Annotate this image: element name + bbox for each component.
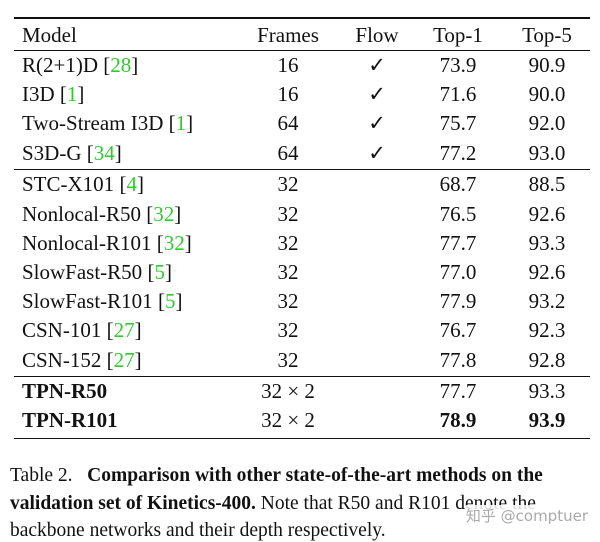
citation: 27 — [107, 348, 142, 372]
top1-cell: 75.7 — [439, 111, 477, 136]
model-cell: Nonlocal-R101 32 — [22, 231, 192, 255]
frames-cell: 64 — [277, 140, 299, 165]
citation: 5 — [158, 289, 183, 313]
citation: 1 — [60, 82, 85, 106]
citation-number: 32 — [153, 201, 175, 226]
header-cell: Model — [22, 23, 77, 47]
frames-cell: 32 — [277, 230, 299, 255]
citation: 34 — [87, 141, 122, 165]
watermark: 知乎 @comptuer — [465, 505, 588, 526]
top1-cell: 73.9 — [439, 53, 477, 77]
header-cell: Top-5 — [522, 23, 572, 47]
rule — [14, 50, 590, 51]
top1-cell: 78.9 — [439, 408, 477, 433]
citation-number: 5 — [164, 289, 176, 314]
top5-cell: 90.0 — [528, 82, 566, 107]
model-cell: CSN-101 27 — [22, 318, 142, 342]
citation-number: 5 — [154, 259, 165, 284]
top5-cell: 93.9 — [528, 408, 566, 433]
citation-number: 34 — [93, 140, 115, 165]
citation-number: 1 — [66, 82, 78, 107]
citation: 1 — [169, 111, 194, 135]
frames-cell: 16 — [277, 82, 299, 107]
rule — [14, 17, 590, 19]
top5-cell: 92.6 — [528, 201, 566, 226]
top5-cell: 92.3 — [528, 318, 566, 343]
model-cell: I3D 1 — [22, 82, 84, 106]
model-cell: CSN-152 27 — [22, 348, 142, 372]
top1-cell: 77.7 — [439, 379, 477, 404]
citation-number: 4 — [126, 172, 137, 197]
citation-number: 27 — [113, 318, 135, 343]
header-cell: Frames — [257, 23, 319, 47]
model-cell: SlowFast-R101 5 — [22, 289, 182, 313]
top1-cell: 76.7 — [439, 318, 477, 343]
rule — [14, 375, 590, 377]
citation-number: 27 — [113, 347, 135, 372]
top1-cell: 76.5 — [439, 201, 477, 226]
model-cell: Nonlocal-R50 32 — [22, 202, 181, 226]
citation-number: 28 — [110, 53, 132, 77]
caption: Table 2. Comparison with other state-of-… — [10, 462, 600, 542]
top5-cell: 93.3 — [528, 379, 566, 404]
frames-cell: 32 × 2 — [261, 408, 315, 433]
rule — [14, 168, 590, 170]
top1-cell: 77.8 — [439, 347, 477, 372]
model-cell: R(2+1)D 28 — [22, 53, 138, 77]
citation-number: 32 — [163, 230, 185, 255]
frames-cell: 32 — [277, 347, 299, 372]
top5-cell: 92.8 — [528, 347, 566, 372]
top5-cell: 93.2 — [528, 289, 566, 314]
model-cell: TPN-R50 — [22, 379, 108, 404]
frames-cell: 32 — [277, 289, 299, 314]
citation: 32 — [157, 231, 192, 255]
header-cell: Top-1 — [433, 23, 483, 47]
flow-cell: ✓ — [368, 53, 386, 77]
rule — [14, 437, 590, 440]
flow-cell: ✓ — [368, 82, 386, 107]
top1-cell: 68.7 — [439, 172, 477, 197]
frames-cell: 32 × 2 — [261, 379, 315, 404]
top5-cell: 92.6 — [528, 259, 566, 284]
top1-cell: 77.2 — [439, 140, 477, 165]
top1-cell: 77.0 — [439, 259, 477, 284]
frames-cell: 64 — [277, 111, 299, 136]
header-cell: Flow — [355, 23, 399, 47]
flow-cell: ✓ — [368, 111, 386, 136]
model-cell: S3D-G 34 — [22, 141, 122, 165]
frames-cell: 32 — [277, 318, 299, 343]
top5-cell: 93.3 — [528, 230, 566, 255]
top1-cell: 77.7 — [439, 230, 477, 255]
top1-cell: 77.9 — [439, 289, 477, 314]
frames-cell: 16 — [277, 53, 299, 77]
citation: 27 — [107, 318, 142, 342]
top5-cell: 92.0 — [528, 111, 566, 136]
model-cell: SlowFast-R50 5 — [22, 260, 172, 284]
citation: 32 — [146, 202, 181, 226]
citation: 28 — [103, 53, 138, 77]
model-cell: STC-X101 4 — [22, 172, 144, 196]
caption-bold: Comparison with other state-of-the-art m… — [10, 465, 543, 514]
model-cell: TPN-R101 — [22, 408, 118, 433]
top5-cell: 88.5 — [528, 172, 566, 197]
top1-cell: 71.6 — [439, 82, 477, 107]
model-cell: Two-Stream I3D 1 — [22, 111, 193, 135]
citation: 5 — [147, 260, 172, 284]
flow-cell: ✓ — [368, 140, 386, 165]
frames-cell: 32 — [277, 259, 299, 284]
citation-number: 1 — [175, 111, 187, 136]
frames-cell: 32 — [277, 201, 299, 226]
frames-cell: 32 — [277, 172, 299, 197]
top5-cell: 93.0 — [528, 140, 566, 165]
caption-label: Table 2. — [10, 465, 73, 486]
top5-cell: 90.9 — [528, 53, 566, 77]
caption-text: Note that R50 and R101 denote the backbo… — [10, 492, 536, 542]
citation: 4 — [119, 172, 144, 196]
